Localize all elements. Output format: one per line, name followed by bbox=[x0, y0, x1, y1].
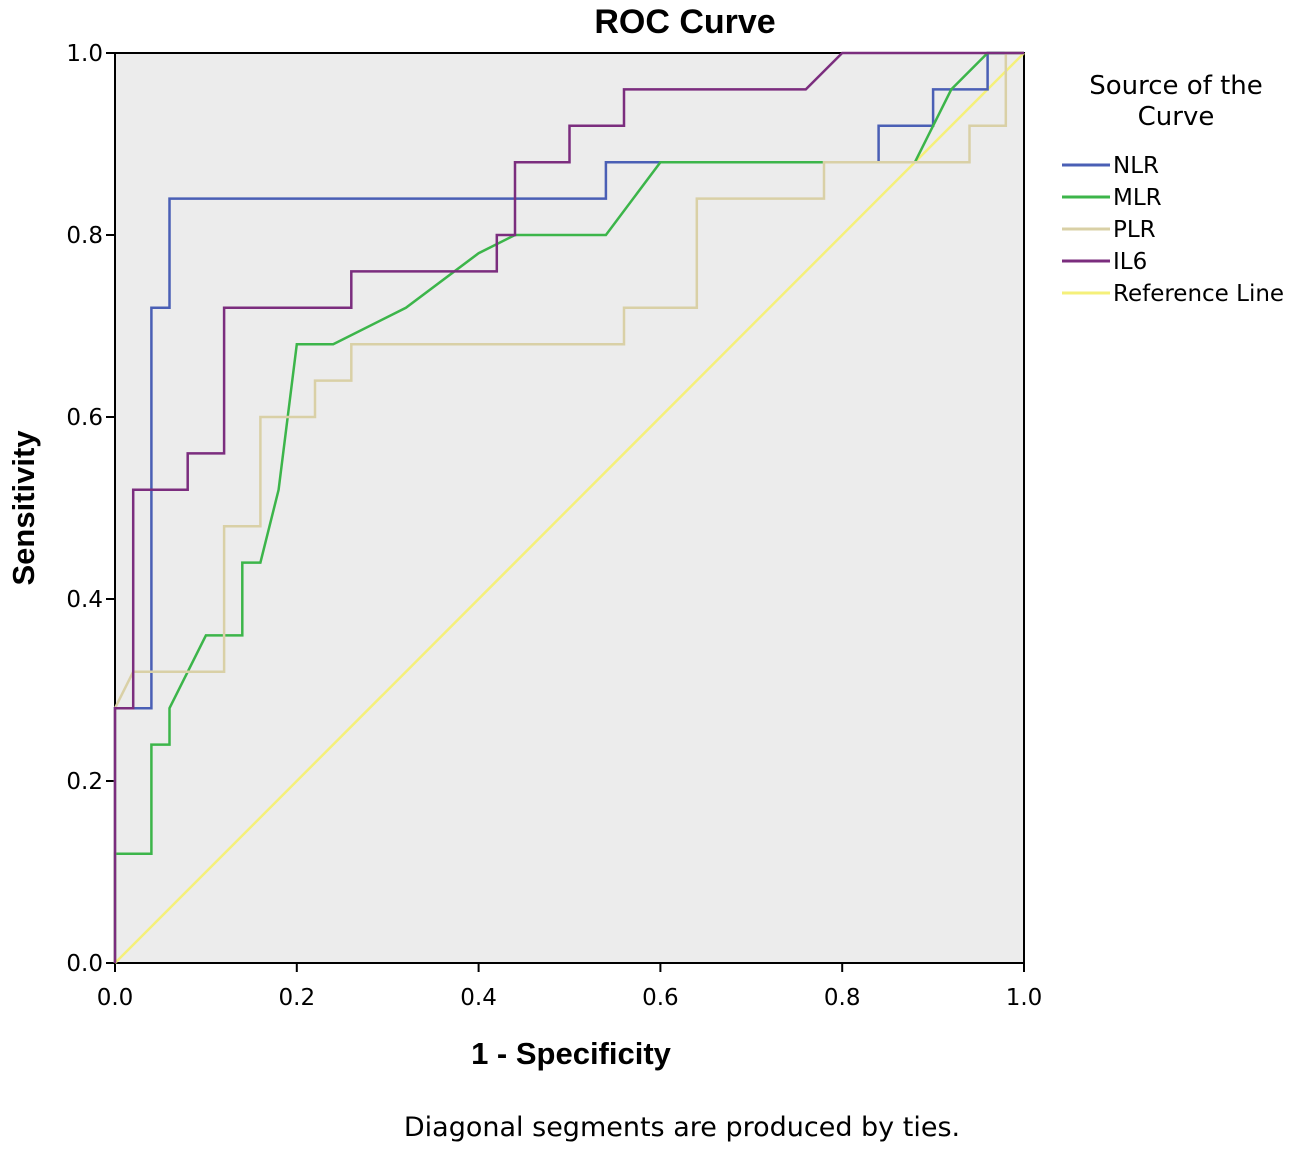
legend-label: MLR bbox=[1113, 185, 1162, 211]
legend-title-line1: Source of the bbox=[1089, 71, 1263, 101]
series-group bbox=[113, 51, 1025, 964]
x-tick-label: 0.8 bbox=[824, 985, 861, 1011]
x-tick-label: 0.2 bbox=[279, 985, 316, 1011]
x-tick-label: 0.6 bbox=[642, 985, 679, 1011]
chart-title: ROC Curve bbox=[594, 3, 775, 41]
x-tick-label: 1.0 bbox=[1006, 985, 1043, 1011]
x-tick-label: 0.0 bbox=[97, 985, 134, 1011]
y-tick-label: 1.0 bbox=[66, 41, 103, 67]
legend-title-line2: Curve bbox=[1138, 102, 1215, 132]
y-tick-label: 0.2 bbox=[66, 769, 103, 795]
x-axis-title: 1 - Specificity bbox=[471, 1036, 672, 1071]
y-tick-label: 0.0 bbox=[66, 951, 103, 977]
y-tick-label: 0.6 bbox=[66, 405, 103, 431]
legend-label: NLR bbox=[1113, 153, 1159, 179]
series-line-reference-line bbox=[114, 52, 1025, 964]
footnote: Diagonal segments are produced by ties. bbox=[404, 1112, 960, 1143]
y-tick-label: 0.8 bbox=[66, 223, 103, 249]
axis-ticks: 0.0 0.2 0.4 0.6 0.8 1.0 0.0 0.2 0.4 0.6 0.8 1.0 bbox=[66, 41, 1042, 1011]
legend-label: PLR bbox=[1113, 217, 1156, 243]
series-line-plr bbox=[113, 51, 1024, 963]
series-line-nlr bbox=[113, 51, 1024, 963]
y-axis-title: Sensitivity bbox=[6, 430, 41, 586]
legend-label: Reference Line bbox=[1113, 281, 1284, 307]
y-tick-label: 0.4 bbox=[66, 587, 103, 613]
legend-label: IL6 bbox=[1113, 249, 1147, 275]
x-tick-label: 0.4 bbox=[460, 985, 497, 1011]
legend: Source of the Curve NLR MLR PLR IL6 Referenc… bbox=[1062, 71, 1284, 307]
series-line-il6 bbox=[113, 51, 1024, 963]
